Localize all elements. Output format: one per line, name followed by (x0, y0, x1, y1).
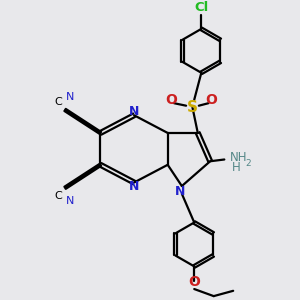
Text: O: O (188, 275, 200, 289)
Text: N: N (175, 185, 185, 198)
Text: NH: NH (230, 151, 247, 164)
Text: S: S (187, 100, 198, 115)
Text: O: O (205, 93, 217, 107)
Text: H: H (231, 161, 240, 174)
Text: N: N (129, 179, 139, 193)
Text: N: N (129, 105, 139, 118)
Text: N: N (65, 92, 74, 102)
Text: C: C (55, 190, 63, 201)
Text: 2: 2 (245, 158, 251, 167)
Text: C: C (55, 97, 63, 107)
Text: O: O (165, 93, 177, 107)
Text: N: N (65, 196, 74, 206)
Text: Cl: Cl (194, 1, 208, 14)
